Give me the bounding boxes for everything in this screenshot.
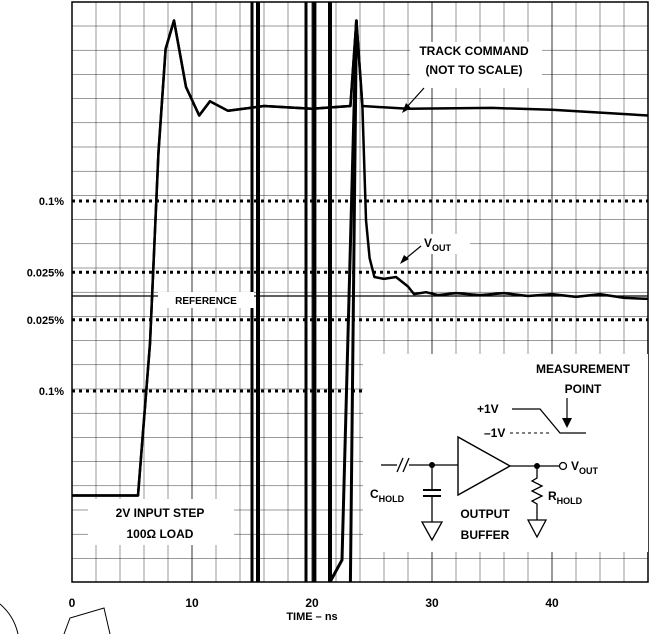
x-tick-labels: 0 10 20 30 40 [69, 596, 559, 610]
point-label: POINT [565, 382, 602, 396]
x-tick-label: 0 [69, 596, 76, 610]
x-tick-label: 10 [185, 596, 199, 610]
circuit-inset: MEASUREMENT POINT +1V –1V CHOLD VOUT [363, 354, 648, 552]
inset-vout-label: V [571, 459, 579, 473]
wire-break-icon [396, 457, 410, 473]
plus-1v-label: +1V [477, 402, 499, 416]
buffer-amplifier-icon [457, 435, 512, 497]
scan-artifact-arc [0, 603, 19, 634]
input-step-label: 2V INPUT STEP [116, 506, 205, 520]
x-tick-label: 30 [425, 596, 439, 610]
svg-text:CHOLD: CHOLD [370, 487, 405, 504]
minus-1v-label: –1V [484, 426, 505, 440]
plot-frame [71, 1, 649, 583]
reference-annotation: REFERENCE [158, 292, 254, 308]
scan-artifact-box [63, 607, 111, 634]
track-command-arrow [405, 87, 425, 109]
chold-sub: HOLD [379, 494, 405, 504]
svg-text:VOUT: VOUT [571, 459, 599, 476]
rhold-sub: HOLD [557, 496, 583, 506]
output-label: OUTPUT [460, 507, 510, 521]
level-label: 0.025% [27, 315, 65, 327]
resistor-icon [530, 466, 544, 520]
not-to-scale-label: (NOT TO SCALE) [425, 63, 522, 77]
track-command-pulse [512, 408, 586, 434]
level-labels: 0.1% 0.025% 0.025% 0.1% [27, 196, 65, 398]
track-command-label: TRACK COMMAND [419, 44, 529, 58]
level-label: 0.1% [39, 386, 64, 398]
level-label: 0.1% [39, 196, 64, 208]
chold-label: C [370, 487, 379, 501]
level-label: 0.025% [27, 267, 65, 279]
vout-label: V [424, 236, 432, 250]
svg-text:RHOLD: RHOLD [548, 489, 583, 506]
input-step-annotation: 2V INPUT STEP 100Ω LOAD [88, 499, 234, 545]
arrowhead-icon [402, 103, 411, 113]
inset-vout-sub: OUT [579, 466, 599, 476]
arrowhead-icon [562, 418, 572, 428]
track-command-annotation: TRACK COMMAND (NOT TO SCALE) [402, 42, 542, 113]
x-axis-label: TIME – ns [286, 611, 337, 623]
load-label: 100Ω LOAD [127, 527, 194, 541]
x-tick-label: 20 [305, 596, 319, 610]
svg-text:VOUT: VOUT [424, 236, 452, 253]
reference-label: REFERENCE [175, 296, 237, 307]
ground-icon [420, 521, 444, 542]
buffer-label: BUFFER [461, 528, 510, 542]
vout-sub: OUT [432, 243, 452, 253]
x-tick-label: 40 [545, 596, 559, 610]
vout-annotation: VOUT [400, 234, 470, 264]
output-terminal-icon [558, 461, 568, 471]
ground-icon [526, 519, 548, 539]
arrowhead-icon [400, 255, 409, 264]
series-line-vout [72, 19, 649, 497]
rhold-label: R [548, 489, 557, 503]
transient-spike [328, 20, 358, 583]
measurement-label: MEASUREMENT [536, 362, 631, 376]
